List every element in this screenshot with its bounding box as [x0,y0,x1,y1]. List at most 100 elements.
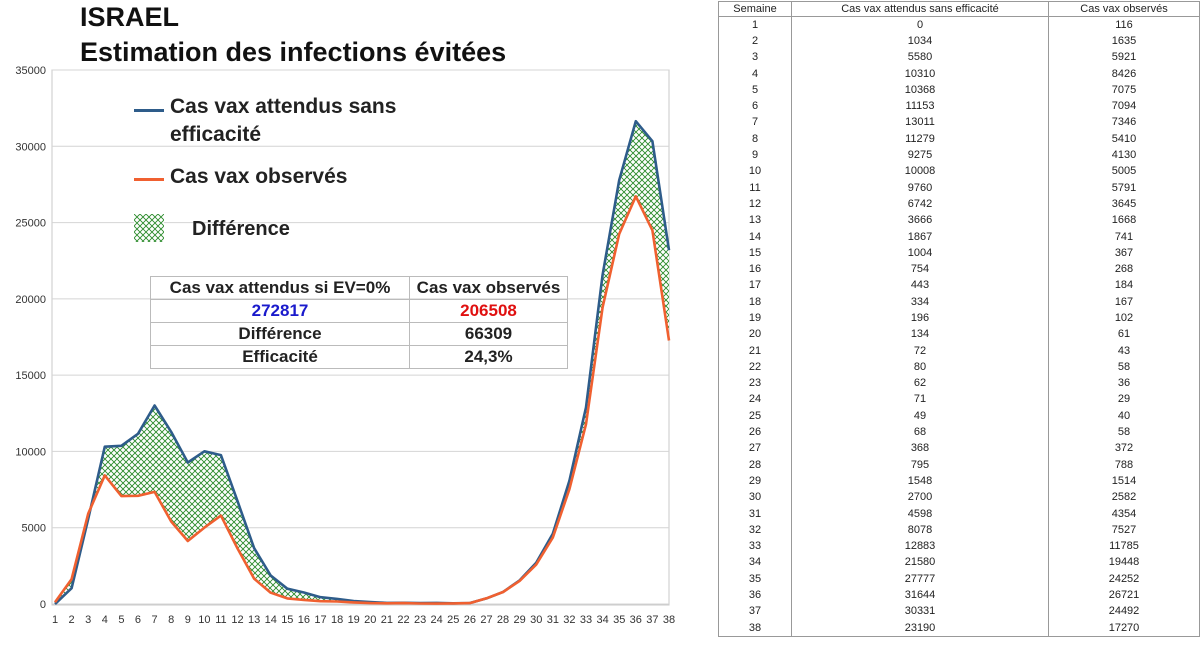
summary-difference-value: 66309 [409,322,568,346]
table-cell-week: 28 [718,457,792,474]
table-cell-observed: 17270 [1048,619,1200,638]
table-cell-expected: 12883 [791,538,1049,555]
legend-label-expected-line2: efficacité [170,123,262,146]
table-cell-observed: 788 [1048,457,1200,474]
table-row: 26 68 58 [718,424,1200,441]
y-tick-label: 15000 [15,370,46,382]
summary-efficacy-label: Efficacité [150,345,410,369]
table-row: 38 23190 17270 [718,619,1200,638]
table-cell-expected: 23190 [791,619,1049,638]
summary-total-expected: 272817 [150,299,410,323]
x-tick-label: 19 [348,614,360,626]
table-cell-observed: 19448 [1048,554,1200,572]
x-tick-label: 23 [414,614,426,626]
x-tick-label: 6 [135,614,141,626]
table-cell-expected: 1548 [791,473,1049,490]
x-tick-label: 3 [85,614,91,626]
table-cell-observed: 4130 [1048,147,1200,164]
table-cell-week: 20 [718,326,792,343]
x-tick-label: 36 [630,614,642,626]
y-tick-label: 10000 [15,446,46,458]
x-tick-label: 37 [646,614,658,626]
table-cell-week: 3 [718,49,792,66]
table-cell-expected: 10310 [791,65,1049,83]
table-row: 36 31644 26721 [718,587,1200,604]
table-cell-observed: 43 [1048,342,1200,360]
summary-header-observed: Cas vax observés [409,276,568,300]
table-cell-expected: 71 [791,391,1049,409]
table-row: 35 27777 24252 [718,571,1200,588]
table-cell-expected: 13011 [791,114,1049,132]
x-tick-label: 25 [447,614,459,626]
table-cell-week: 17 [718,277,792,295]
table-cell-week: 14 [718,228,792,246]
table-cell-observed: 372 [1048,440,1200,458]
x-tick-label: 21 [381,614,393,626]
table-cell-expected: 10008 [791,163,1049,180]
summary-efficacy-row: Efficacité 24,3% [150,345,568,369]
table-cell-observed: 102 [1048,310,1200,327]
table-cell-week: 22 [718,359,792,376]
table-cell-observed: 7094 [1048,98,1200,115]
table-cell-observed: 1514 [1048,473,1200,490]
x-tick-label: 29 [514,614,526,626]
table-cell-expected: 21580 [791,554,1049,572]
table-cell-expected: 1004 [791,245,1049,262]
table-cell-expected: 9760 [791,179,1049,197]
summary-header-expected: Cas vax attendus si EV=0% [150,276,410,300]
table-cell-observed: 367 [1048,245,1200,262]
table-cell-expected: 754 [791,261,1049,278]
table-cell-week: 33 [718,538,792,555]
table-cell-observed: 5410 [1048,131,1200,148]
x-tick-label: 16 [298,614,310,626]
x-tick-label: 17 [314,614,326,626]
table-row: 29 1548 1514 [718,473,1200,490]
legend-line-observed [134,178,164,181]
x-tick-label: 11 [215,614,226,626]
table-cell-week: 4 [718,65,792,83]
legend-item-observed: Cas vax observés [134,165,454,210]
table-row: 17 443 184 [718,277,1200,295]
table-cell-observed: 741 [1048,228,1200,246]
summary-table: Cas vax attendus si EV=0% Cas vax observ… [150,276,568,369]
table-cell-week: 11 [718,179,792,197]
table-cell-expected: 30331 [791,603,1049,620]
table-row: 32 8078 7527 [718,522,1200,539]
x-tick-label: 10 [198,614,210,626]
x-tick-label: 15 [281,614,293,626]
table-cell-expected: 31644 [791,587,1049,604]
table-row: 27 368 372 [718,440,1200,458]
table-cell-observed: 2582 [1048,489,1200,506]
table-header-expected: Cas vax attendus sans efficacité [791,1,1049,17]
table-cell-week: 19 [718,310,792,327]
table-cell-week: 6 [718,98,792,115]
y-tick-label: 20000 [15,294,46,306]
table-row: 20 134 61 [718,326,1200,343]
table-cell-week: 5 [718,82,792,99]
table-cell-observed: 268 [1048,261,1200,278]
table-cell-observed: 29 [1048,391,1200,409]
x-tick-label: 34 [596,614,608,626]
legend-item-expected: Cas vax attendus sans [134,94,454,126]
legend-line-expected [134,109,164,112]
table-cell-observed: 8426 [1048,65,1200,83]
y-tick-label: 5000 [22,523,46,535]
table-row: 1 0 116 [718,16,1200,34]
x-tick-label: 18 [331,614,343,626]
table-cell-week: 10 [718,163,792,180]
table-cell-week: 16 [718,261,792,278]
table-cell-week: 27 [718,440,792,458]
table-row: 13 3666 1668 [718,212,1200,229]
table-row: 7 13011 7346 [718,114,1200,132]
table-row: 15 1004 367 [718,245,1200,262]
table-cell-week: 35 [718,571,792,588]
chart-legend: Cas vax attendus sans efficacité Cas vax… [134,94,454,246]
summary-efficacy-value: 24,3% [409,345,568,369]
table-cell-expected: 80 [791,359,1049,376]
table-cell-expected: 5580 [791,49,1049,66]
table-row: 21 72 43 [718,342,1200,360]
x-tick-label: 28 [497,614,509,626]
table-cell-expected: 1034 [791,33,1049,50]
x-tick-label: 5 [118,614,124,626]
table-row: 23 62 36 [718,375,1200,392]
